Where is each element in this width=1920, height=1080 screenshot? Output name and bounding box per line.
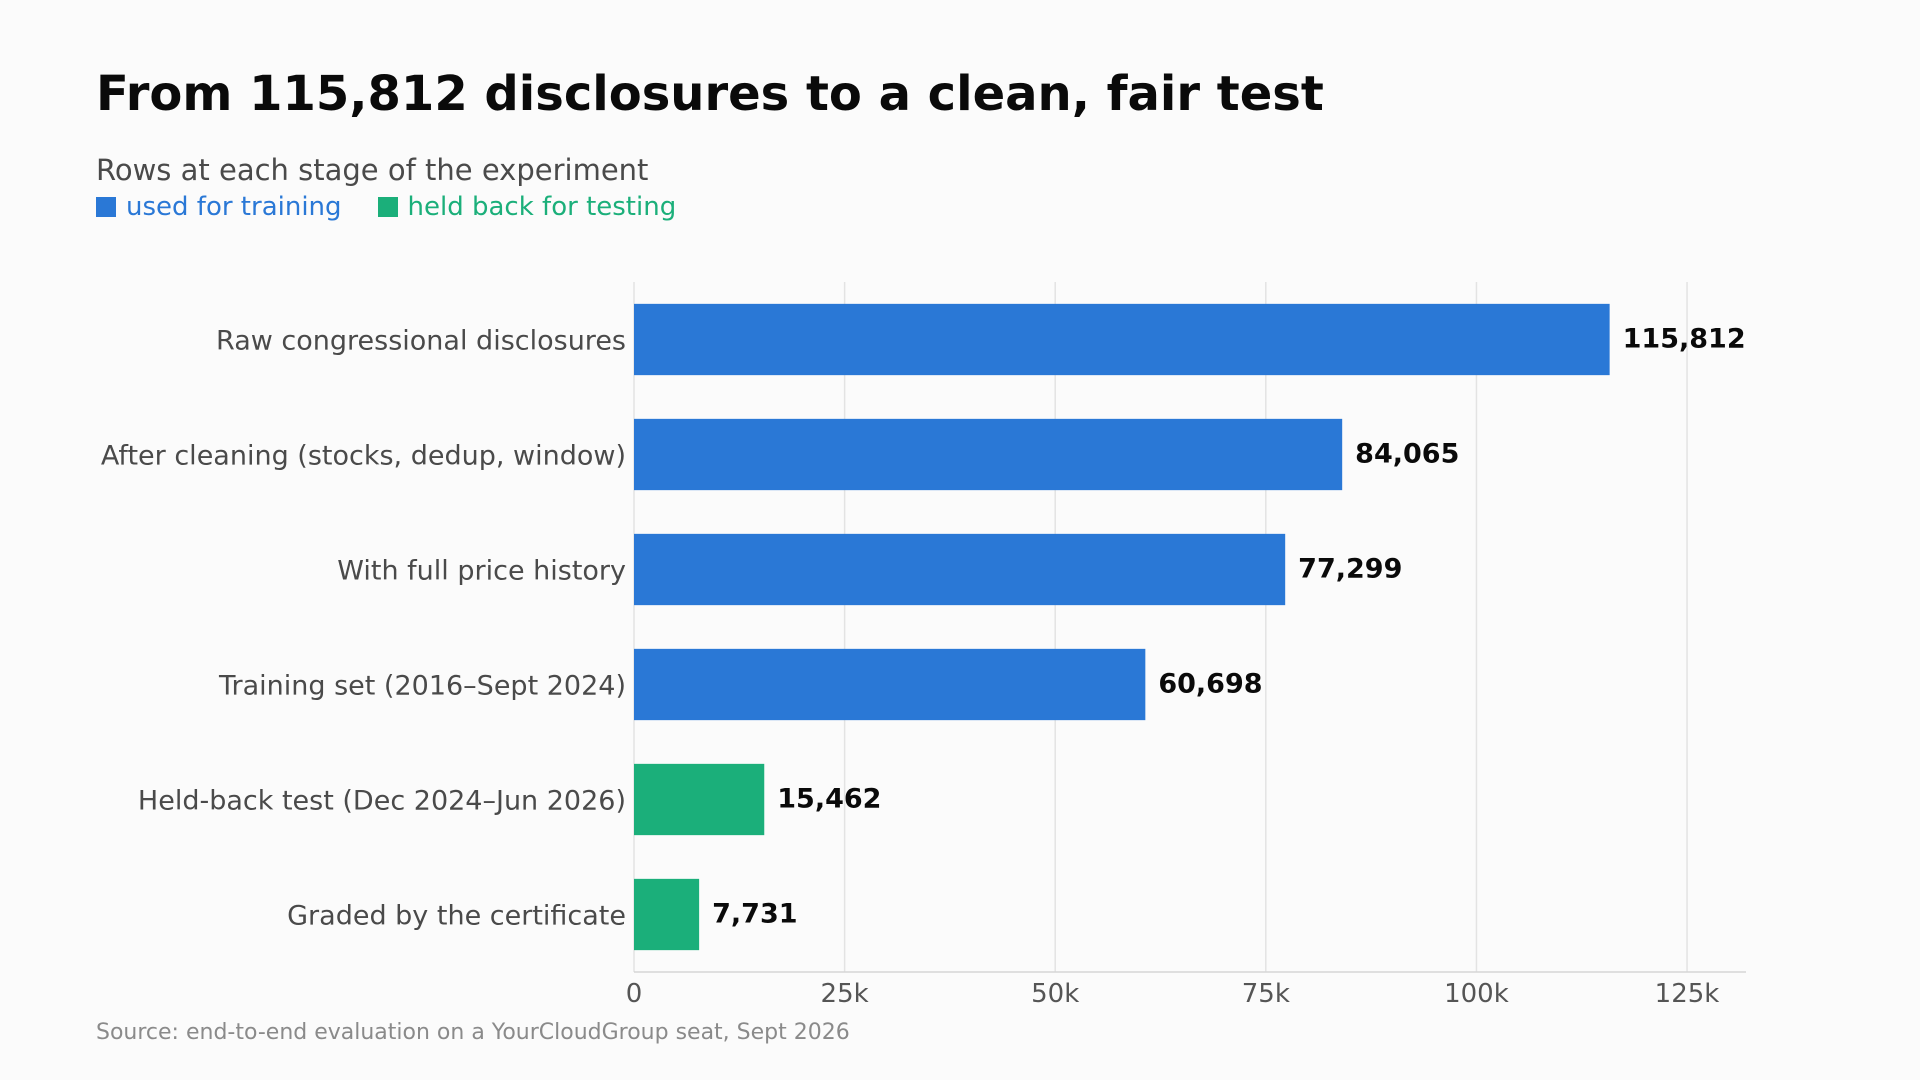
- bar: [634, 648, 1146, 721]
- legend-item-training: used for training: [96, 192, 342, 222]
- data-label: 115,812: [1623, 324, 1746, 355]
- legend-swatch-testing: [377, 197, 398, 217]
- category-label: Graded by the certificate: [287, 901, 626, 932]
- category-label: Training set (2016–Sept 2024): [218, 671, 626, 702]
- data-label: 7,731: [712, 899, 797, 930]
- legend: used for training held back for testing: [96, 192, 676, 222]
- legend-label-training: used for training: [126, 192, 342, 222]
- bar: [634, 878, 700, 951]
- source-note: Source: end-to-end evaluation on a YourC…: [96, 1020, 850, 1045]
- bar: [634, 533, 1286, 606]
- x-tick-label: 75k: [1242, 979, 1290, 1009]
- x-tick-label: 100k: [1444, 979, 1509, 1009]
- x-tick-label: 50k: [1031, 979, 1079, 1009]
- chart-subtitle: Rows at each stage of the experiment: [96, 153, 649, 187]
- data-label: 77,299: [1298, 554, 1402, 585]
- x-tick-label: 125k: [1655, 979, 1720, 1009]
- data-label: 84,065: [1355, 439, 1459, 470]
- bar: [634, 303, 1610, 376]
- data-label: 15,462: [777, 784, 881, 815]
- legend-label-testing: held back for testing: [407, 192, 677, 222]
- bar: [634, 418, 1343, 491]
- legend-swatch-training: [96, 197, 116, 217]
- category-label: Held-back test (Dec 2024–Jun 2026): [138, 786, 626, 817]
- legend-item-testing: held back for testing: [377, 192, 677, 222]
- category-label: After cleaning (stocks, dedup, window): [101, 441, 626, 472]
- bar: [634, 763, 765, 836]
- category-label: Raw congressional disclosures: [216, 326, 626, 357]
- chart-title: From 115,812 disclosures to a clean, fai…: [96, 66, 1324, 122]
- data-label: 60,698: [1158, 669, 1262, 700]
- x-tick-label: 25k: [821, 979, 869, 1009]
- category-label: With full price history: [337, 556, 626, 587]
- x-tick-label: 0: [626, 979, 643, 1009]
